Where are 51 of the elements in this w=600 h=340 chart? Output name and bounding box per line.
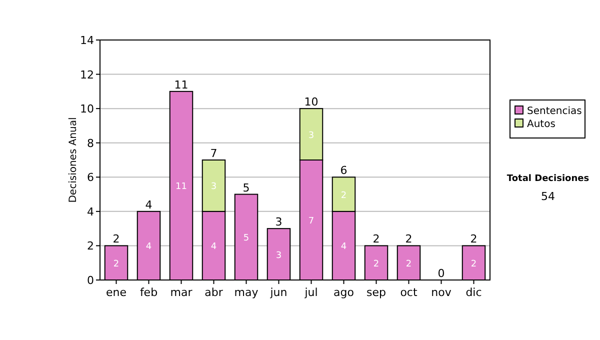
total-label: 5: [242, 181, 250, 194]
total-label: 11: [174, 78, 188, 92]
x-tick-label: sep: [366, 286, 386, 299]
total-label: 2: [470, 232, 478, 246]
x-tick-label: ene: [106, 286, 127, 299]
legend-label: Autos: [527, 119, 556, 130]
data-label: 11: [176, 182, 187, 192]
y-tick-label: 6: [87, 171, 94, 184]
x-tick-label: ago: [334, 286, 354, 299]
y-tick-label: 12: [80, 68, 94, 82]
legend-label: Sentencias: [527, 106, 582, 117]
total-label: 3: [275, 216, 282, 229]
y-tick-label: 10: [80, 102, 94, 116]
x-tick-label: may: [234, 286, 259, 299]
x-tick-label: oct: [400, 286, 418, 299]
y-tick-label: 8: [87, 136, 94, 150]
data-label: 3: [308, 130, 314, 141]
total-label: 2: [112, 232, 120, 246]
y-axis-title: Decisiones Anual: [68, 117, 79, 203]
y-tick-label: 14: [80, 34, 94, 47]
data-label: 4: [340, 242, 347, 252]
x-tick-label: feb: [140, 286, 158, 299]
data-label: 4: [210, 242, 217, 252]
data-label: 7: [308, 216, 314, 226]
total-label: 2: [405, 232, 412, 246]
total-label: 7: [210, 147, 218, 160]
x-tick-label: mar: [170, 286, 193, 299]
data-label: 3: [276, 250, 282, 261]
text: Total Decisiones: [506, 174, 590, 184]
y-tick-label: 4: [87, 205, 94, 218]
y-tick-label: 2: [87, 240, 94, 253]
total-label: 0: [438, 267, 445, 280]
x-tick-label: dic: [466, 286, 482, 299]
x-tick-label: abr: [204, 286, 224, 299]
y-tick-label: 0: [87, 274, 94, 287]
x-tick-label: nov: [431, 286, 452, 299]
data-label: 2: [340, 190, 347, 201]
data-label: 2: [113, 259, 120, 270]
x-tick-label: jul: [304, 286, 318, 299]
x-tick-label: jun: [269, 286, 288, 299]
total-label: 6: [340, 164, 348, 178]
data-label: 5: [243, 234, 250, 244]
data-label: 4: [146, 242, 152, 252]
data-label: 2: [373, 259, 380, 270]
total-label: 2: [372, 232, 380, 246]
data-label: 2: [406, 259, 412, 270]
total-label: 4: [145, 198, 152, 212]
data-label: 3: [210, 182, 217, 192]
text: 54: [541, 190, 555, 203]
total-label: 10: [304, 96, 318, 109]
data-label: 2: [470, 259, 477, 270]
